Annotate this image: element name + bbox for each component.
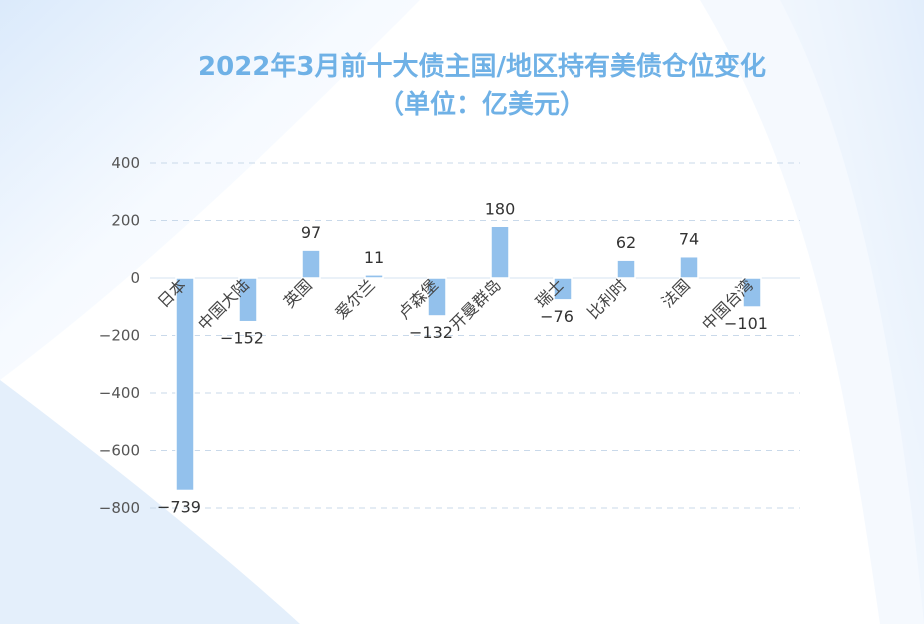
data-label: −76	[540, 307, 574, 326]
data-label: −132	[409, 323, 453, 342]
bar	[553, 277, 573, 301]
y-tick-label: 200	[111, 212, 140, 230]
data-label: 97	[301, 223, 321, 242]
data-label: 74	[679, 230, 699, 249]
y-tick-label: −800	[99, 499, 140, 517]
bar	[427, 277, 447, 317]
data-label: 180	[485, 199, 516, 218]
data-label: 11	[364, 248, 384, 267]
y-tick-label: −600	[99, 442, 140, 460]
category-label: 开曼群岛	[446, 275, 505, 334]
y-tick-label: −200	[99, 327, 140, 345]
data-label: −739	[157, 497, 201, 516]
data-label: 62	[616, 233, 636, 252]
bar	[238, 277, 258, 323]
category-label: 爱尔兰	[331, 275, 378, 322]
data-labels: −739 −152 97 11 −132 180 −76 62 74 −101	[157, 199, 768, 516]
bars	[175, 225, 762, 492]
y-tick-label: 0	[130, 269, 140, 287]
data-label: −101	[724, 314, 768, 333]
category-label: 比利时	[583, 275, 630, 322]
y-axis-ticks: 400 200 0 −200 −400 −600 −800	[99, 154, 140, 517]
chart-title: 2022年3月前十大债主国/地区持有美债仓位变化	[198, 52, 766, 82]
bar	[364, 274, 384, 279]
data-label: −152	[220, 329, 264, 348]
bar	[175, 277, 195, 492]
category-label: 英国	[280, 275, 316, 311]
bar	[616, 259, 636, 279]
chart-subtitle: （单位：亿美元）	[377, 90, 586, 120]
y-tick-label: 400	[111, 154, 140, 172]
gridlines	[150, 162, 800, 509]
bar	[301, 249, 321, 279]
y-tick-label: −400	[99, 384, 140, 402]
bar	[490, 225, 510, 279]
category-label: 法国	[658, 275, 694, 311]
bar	[742, 277, 762, 308]
bar	[679, 255, 699, 279]
